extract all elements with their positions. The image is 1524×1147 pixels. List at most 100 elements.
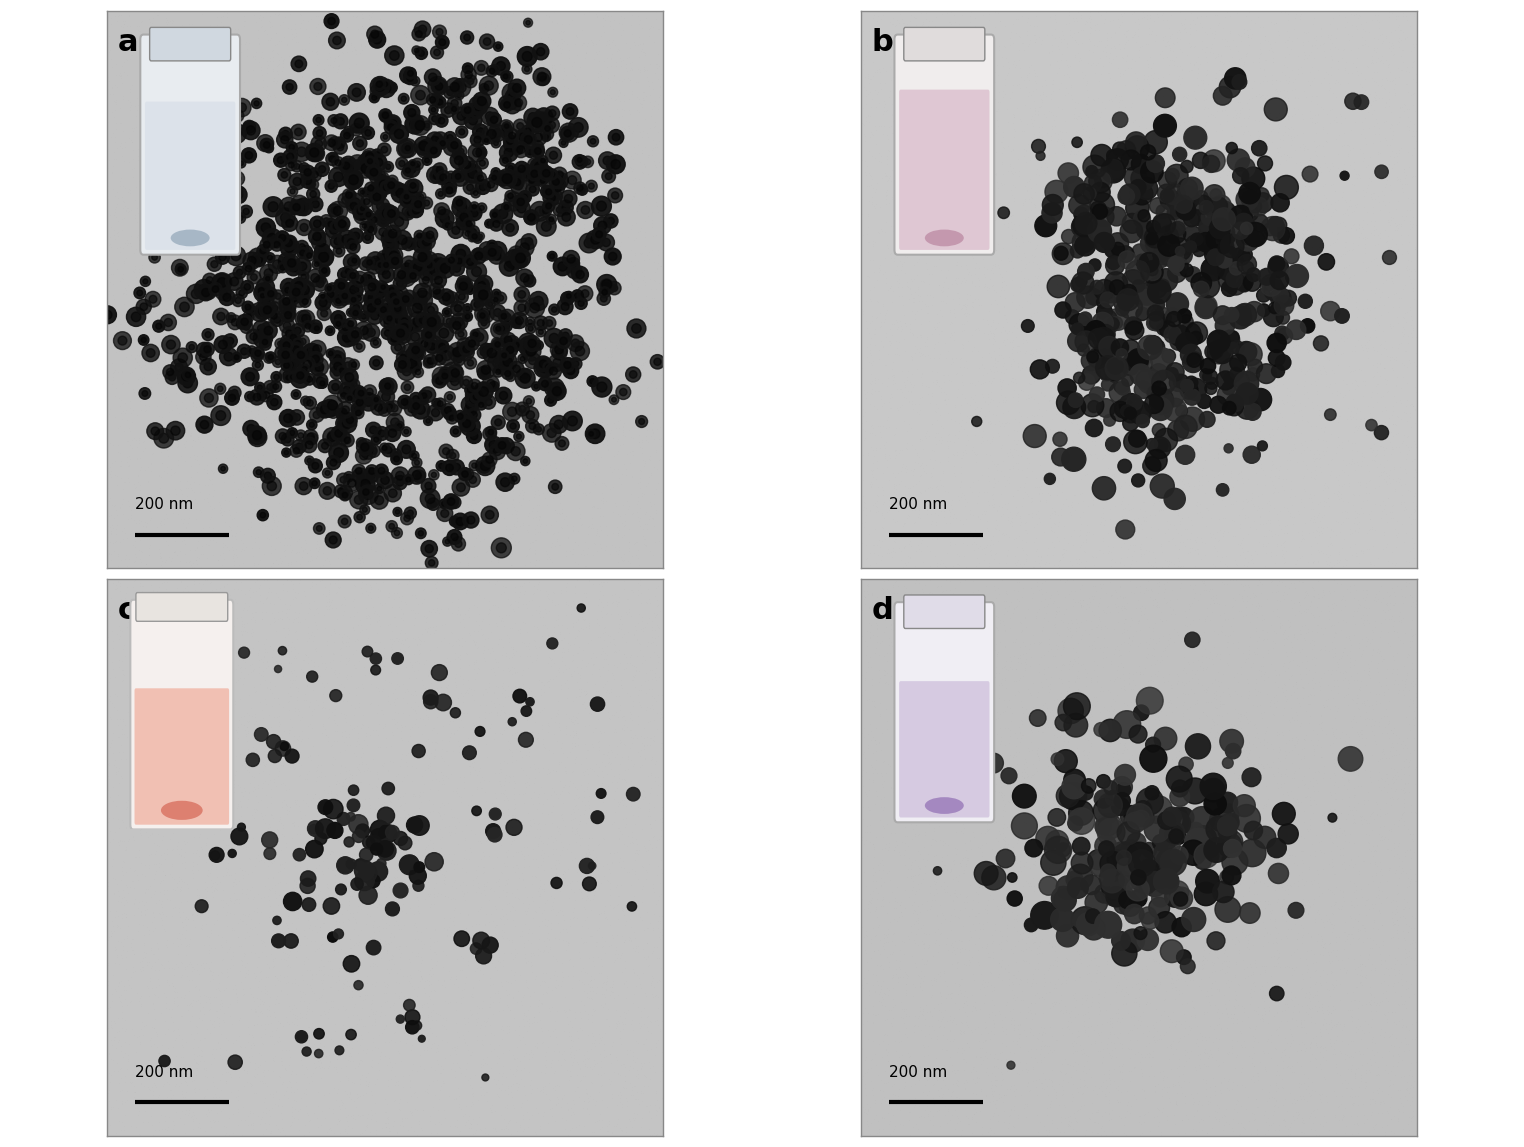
Point	[969, 375, 994, 393]
Point	[878, 58, 902, 77]
Point	[514, 954, 538, 973]
Point	[494, 787, 518, 805]
Point	[908, 287, 933, 305]
Point	[296, 112, 320, 131]
Point	[1204, 699, 1228, 717]
Point	[204, 122, 229, 140]
Circle shape	[1175, 202, 1189, 214]
Point	[989, 133, 1013, 151]
Point	[1012, 210, 1036, 228]
Circle shape	[1088, 400, 1100, 413]
Point	[1248, 88, 1273, 107]
Point	[1119, 1031, 1143, 1050]
Point	[853, 974, 878, 992]
Point	[555, 1126, 579, 1145]
Point	[885, 313, 910, 331]
Point	[302, 62, 326, 80]
Point	[1292, 767, 1317, 786]
Point	[1050, 283, 1074, 302]
Point	[1247, 128, 1271, 147]
Point	[919, 75, 943, 93]
Point	[1093, 775, 1117, 794]
Circle shape	[462, 470, 468, 477]
Point	[1337, 804, 1361, 822]
Point	[110, 490, 134, 508]
Point	[1358, 633, 1382, 651]
Point	[1145, 952, 1169, 970]
Point	[456, 408, 480, 427]
Point	[174, 518, 198, 537]
Point	[430, 768, 454, 787]
Point	[1291, 812, 1315, 830]
Point	[1027, 700, 1052, 718]
Point	[392, 288, 416, 306]
Point	[203, 89, 227, 108]
Point	[1297, 772, 1321, 790]
Point	[1137, 145, 1161, 163]
Point	[1006, 1016, 1030, 1035]
Point	[1164, 856, 1189, 874]
Point	[1343, 960, 1367, 978]
Point	[856, 797, 881, 816]
Point	[625, 292, 649, 311]
Point	[960, 1108, 985, 1126]
Point	[434, 678, 459, 696]
Point	[1009, 322, 1033, 341]
Point	[573, 533, 597, 552]
Point	[262, 513, 287, 531]
Point	[236, 711, 261, 729]
Point	[590, 236, 614, 255]
Point	[384, 9, 408, 28]
Point	[319, 998, 343, 1016]
Point	[870, 494, 895, 513]
Point	[1262, 467, 1286, 485]
Point	[1269, 897, 1294, 915]
Point	[471, 40, 495, 58]
Point	[552, 1000, 576, 1019]
Point	[1205, 419, 1230, 437]
Point	[887, 159, 911, 178]
Point	[572, 257, 596, 275]
Point	[498, 741, 523, 759]
Point	[434, 494, 459, 513]
Point	[507, 413, 532, 431]
Point	[212, 108, 236, 126]
Point	[994, 414, 1018, 432]
Point	[1298, 1033, 1323, 1052]
Point	[1291, 139, 1315, 157]
Point	[501, 54, 526, 72]
Point	[219, 751, 244, 770]
Point	[535, 654, 559, 672]
Point	[358, 813, 383, 832]
Point	[1402, 352, 1426, 370]
Point	[425, 850, 450, 868]
Point	[343, 700, 367, 718]
Point	[849, 325, 873, 343]
Point	[1076, 846, 1100, 865]
Point	[852, 968, 876, 986]
Point	[1215, 771, 1239, 789]
Point	[863, 198, 887, 217]
Point	[503, 532, 527, 551]
Point	[402, 262, 427, 280]
Point	[232, 944, 256, 962]
Point	[463, 462, 488, 481]
Point	[919, 265, 943, 283]
Point	[410, 500, 434, 518]
Point	[1352, 408, 1376, 427]
Point	[636, 520, 660, 538]
Point	[376, 289, 401, 307]
Point	[277, 798, 302, 817]
Point	[535, 587, 559, 606]
Point	[213, 1040, 238, 1059]
Point	[145, 54, 169, 72]
Point	[1285, 256, 1309, 274]
Point	[907, 1007, 931, 1025]
Point	[230, 868, 255, 887]
Point	[187, 1052, 212, 1070]
Point	[463, 961, 488, 980]
Point	[1009, 824, 1033, 842]
Point	[969, 782, 994, 801]
Point	[1079, 1068, 1103, 1086]
Point	[617, 928, 642, 946]
